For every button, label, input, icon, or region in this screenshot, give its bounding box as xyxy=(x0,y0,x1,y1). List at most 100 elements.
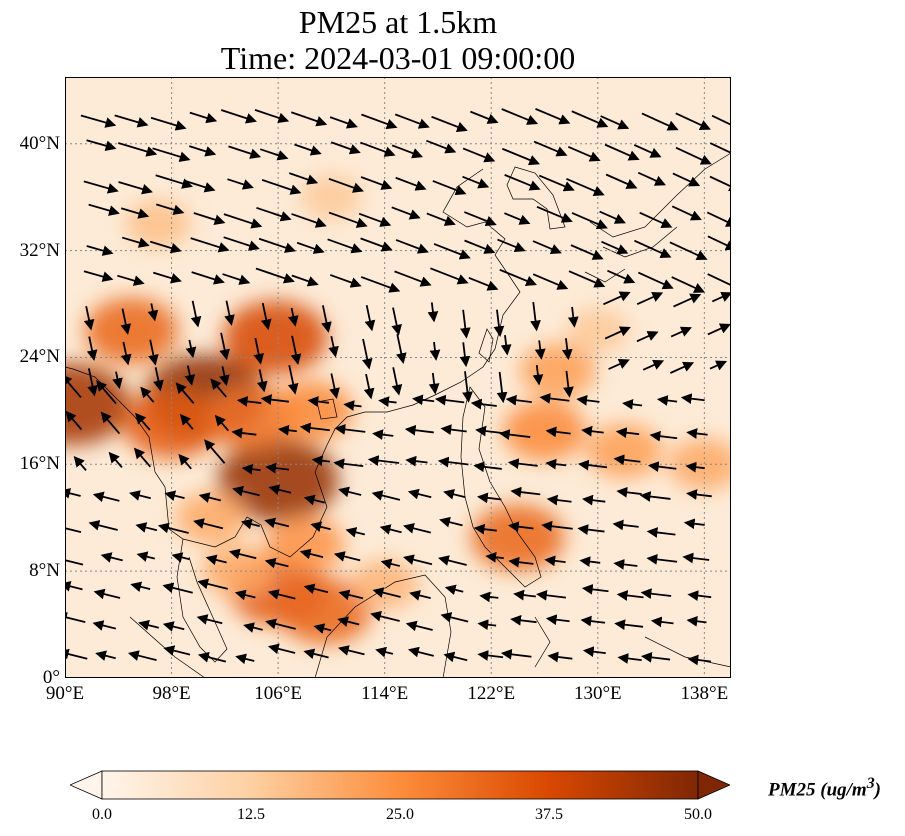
wind-arrow xyxy=(686,489,712,500)
wind-arrow xyxy=(198,492,222,503)
wind-arrow xyxy=(431,115,468,132)
wind-arrow xyxy=(264,517,290,529)
wind-arrow xyxy=(571,110,609,128)
wind-arrow xyxy=(243,622,263,633)
longitude-tick-label: 90°E xyxy=(45,683,85,704)
wind-arrow xyxy=(197,578,228,590)
wind-arrow xyxy=(507,521,534,533)
wind-arrow xyxy=(640,588,672,600)
wind-arrow xyxy=(95,650,116,661)
wind-arrow xyxy=(361,338,373,370)
wind-arrow xyxy=(468,276,499,291)
wind-arrow xyxy=(568,270,606,288)
wind-arrow xyxy=(205,554,227,566)
wind-arrow xyxy=(566,177,605,196)
colorbar-max-extension xyxy=(697,770,730,800)
wind-arrow xyxy=(579,556,601,567)
wind-arrow xyxy=(328,335,339,358)
wind-arrow xyxy=(193,518,224,530)
wind-arrow xyxy=(473,461,502,473)
wind-arrow xyxy=(440,612,469,623)
wind-arrow xyxy=(639,211,673,228)
wind-arrow xyxy=(615,427,640,439)
wind-arrow xyxy=(603,291,631,306)
wind-arrow xyxy=(65,648,88,660)
wind-arrow xyxy=(711,114,731,126)
wind-arrow xyxy=(477,650,504,661)
latitude-tick-label: 40°N xyxy=(19,132,60,154)
wind-arrow xyxy=(220,109,257,124)
wind-arrow xyxy=(328,177,364,193)
wind-arrow xyxy=(288,172,319,185)
wind-arrow xyxy=(546,494,572,506)
wind-arrow xyxy=(459,342,471,368)
wind-arrow xyxy=(541,520,573,532)
latitude-tick-label: 8°N xyxy=(29,560,60,582)
wind-arrow xyxy=(197,651,227,663)
wind-arrow xyxy=(291,213,327,228)
wind-arrow xyxy=(288,307,299,327)
wind-arrow xyxy=(536,205,573,223)
wind-arrow xyxy=(164,490,185,501)
wind-arrow xyxy=(278,424,297,436)
wind-arrow xyxy=(642,359,665,371)
wind-arrow xyxy=(432,180,467,196)
wind-arrow xyxy=(100,552,123,563)
chart-subtitle: Time: 2024-03-01 09:00:00 xyxy=(220,40,576,76)
wind-arrow xyxy=(95,380,117,405)
wind-arrow xyxy=(162,621,185,632)
wind-arrow xyxy=(138,619,160,631)
wind-arrow xyxy=(86,245,114,256)
wind-arrow xyxy=(372,587,401,598)
wind-arrow xyxy=(234,589,256,601)
wind-arrow xyxy=(360,141,396,157)
wind-arrow xyxy=(508,556,534,568)
wind-arrow xyxy=(709,142,731,154)
map-border xyxy=(65,77,731,678)
wind-arrow xyxy=(682,552,710,564)
wind-arrow xyxy=(567,146,601,162)
wind-arrow xyxy=(184,365,196,386)
sulawesi-new-guinea xyxy=(534,616,731,668)
wind-arrow xyxy=(185,180,216,193)
wind-arrow xyxy=(219,332,230,361)
wind-arrow xyxy=(65,488,81,499)
taiwan xyxy=(478,328,494,363)
wind-arrow xyxy=(193,212,226,225)
wind-arrow xyxy=(265,618,296,630)
wind-arrow xyxy=(671,205,702,221)
wind-arrow xyxy=(532,240,562,255)
wind-arrow xyxy=(605,173,638,189)
wind-arrow xyxy=(581,425,604,437)
wind-arrow xyxy=(470,110,499,124)
wind-arrow xyxy=(265,462,290,474)
wind-arrow xyxy=(545,458,567,470)
wind-arrow xyxy=(264,557,289,569)
wind-arrow xyxy=(291,274,319,287)
pm25-hotspot xyxy=(125,200,191,248)
wind-arrow xyxy=(175,382,195,404)
wind-arrow xyxy=(709,175,731,192)
pm25-hotspot xyxy=(175,491,248,544)
wind-arrow xyxy=(617,653,642,664)
wind-arrow xyxy=(150,116,187,131)
wind-arrow xyxy=(329,274,362,288)
wind-arrow xyxy=(178,453,192,470)
wind-arrow xyxy=(268,484,292,495)
wind-arrow xyxy=(636,292,664,306)
wind-arrow xyxy=(117,274,145,286)
wind-arrow xyxy=(613,559,638,570)
wind-arrow xyxy=(538,174,575,192)
wind-arrow xyxy=(155,203,185,216)
wind-arrow xyxy=(464,239,496,254)
wind-arrow xyxy=(171,552,190,563)
wind-arrow xyxy=(532,273,569,290)
wind-arrow xyxy=(256,206,292,222)
wind-arrow xyxy=(391,367,403,396)
wind-arrow xyxy=(539,393,570,404)
wind-arrow xyxy=(311,455,330,467)
wind-arrow xyxy=(93,588,121,600)
wind-arrow xyxy=(612,519,639,531)
wind-arrow xyxy=(394,270,432,287)
wind-arrow xyxy=(224,300,235,326)
